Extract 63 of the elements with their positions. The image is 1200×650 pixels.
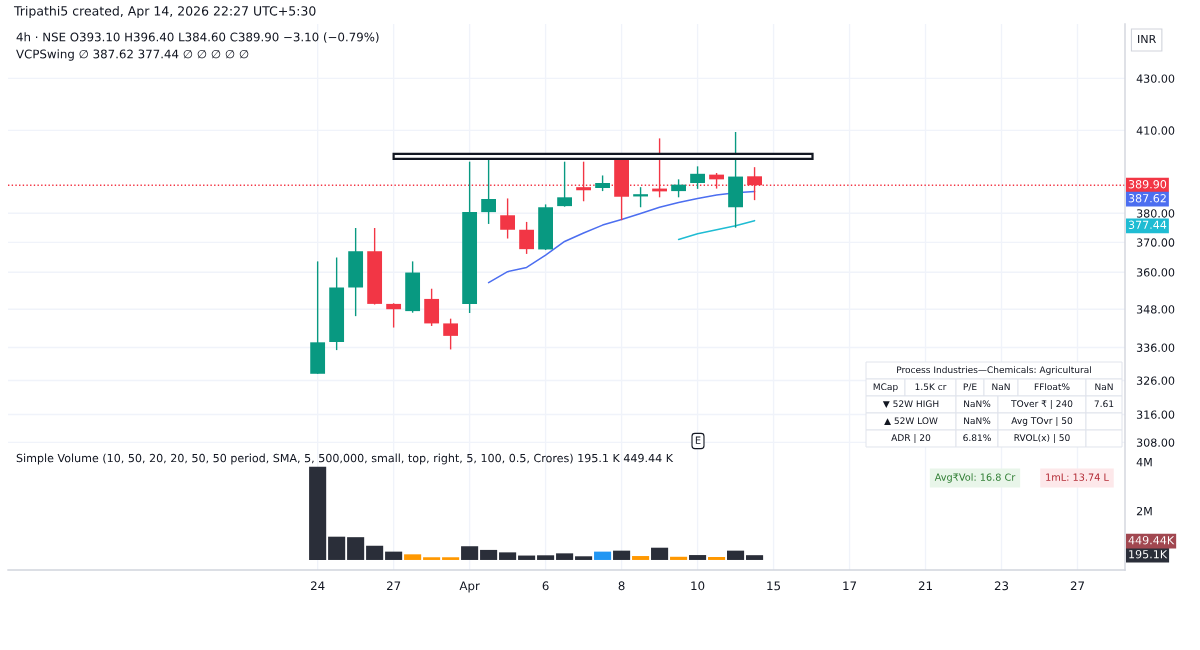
annotation: NaN% (964, 417, 991, 425)
candlestick (519, 221, 535, 255)
x-tick-label: 6 (542, 581, 549, 591)
candlestick (386, 302, 402, 329)
x-tick-label: 10 (691, 581, 705, 591)
annotation: Avg₹Vol: 16.8 Cr (934, 473, 1016, 483)
text: Tripathi5 created, Apr 14, 2026 22:27 UTC+5:30 (13, 5, 316, 19)
candlestick (633, 186, 648, 208)
y-tick-label: 308.00 (1136, 438, 1175, 447)
ref-line-label: 389.90 (1128, 180, 1167, 189)
text: INR (1138, 34, 1156, 44)
x-tick-label: 21 (918, 581, 932, 591)
candlestick (557, 160, 573, 208)
text: 377.44 (1128, 220, 1167, 229)
text: VCPSwing ∅ 387.62 377.44 ∅ ∅ ∅ ∅ ∅ (16, 49, 249, 61)
x-tick-label: 27 (1070, 581, 1085, 591)
candlestick (481, 159, 497, 225)
y-tick-label: 326.00 (1136, 376, 1175, 385)
annotation: Simple Volume (10, 50, 20, 20, 50, 50 period, SMA, 5, 500,000, small, top, right, 5, 100, 0.5, Crores) 195.1 K 449.44 K (16, 453, 674, 465)
annotation: ADR | 20 (891, 433, 931, 444)
candlestick (443, 317, 459, 351)
annotation: TOver ₹ | 240 (1011, 399, 1073, 410)
text: 4h · NSE O393.10 H396.40 L384.60 C389.90 −3.10 (−0.79%) (16, 32, 379, 43)
text: 387.62 (1128, 194, 1166, 203)
y2-tick-label: 2M (1136, 506, 1152, 516)
annotation: NaN (992, 383, 1010, 391)
annotation: RVOL(x) | 50 (1014, 433, 1070, 444)
candlestick (500, 197, 516, 240)
annotation: MCap (873, 383, 898, 392)
annotation: 6.81% (963, 434, 991, 442)
annotation: NaN (1095, 383, 1113, 391)
y-tick-label: 410.00 (1136, 126, 1175, 135)
annotation: E (695, 436, 701, 444)
annotation: P/E (963, 383, 977, 391)
y-tick-label: 360.00 (1136, 268, 1175, 277)
y-tick-label: 370.00 (1136, 238, 1175, 247)
x-tick-label: 27 (386, 581, 401, 591)
annotation: NaN% (964, 400, 991, 408)
x-tick-label: 17 (843, 581, 857, 591)
annotation: 1mL: 13.74 L (1046, 473, 1109, 481)
y-tick-label: 430.00 (1136, 74, 1175, 83)
y-tick-label: 380.00 (1136, 209, 1175, 218)
annotation: 1.5K cr (915, 383, 947, 391)
candlestick (690, 165, 705, 190)
line-series (487, 190, 756, 284)
annotation: ▲ 52W LOW (884, 417, 938, 426)
annotation: ▼ 52W HIGH (882, 400, 939, 409)
x-tick-label: 24 (311, 581, 325, 591)
x-tick-label: Apr (459, 581, 480, 593)
y-tick-label: 316.00 (1136, 410, 1175, 419)
x-tick-label: 15 (767, 581, 781, 591)
text: 195.1K (1129, 550, 1168, 559)
y-tick-label: 348.00 (1136, 305, 1175, 314)
annotation: FFloat% (1034, 383, 1070, 391)
y2-tick-label: 4M (1136, 458, 1152, 467)
text: 449.44K (1128, 536, 1175, 545)
annotation: Avg TOvr | 50 (1011, 416, 1073, 427)
annotation: 7.61 (1094, 400, 1114, 408)
annotation: Process Industries—Chemicals: Agricultural (897, 366, 1091, 375)
x-tick-label: 8 (618, 581, 625, 591)
x-tick-label: 23 (994, 581, 1009, 591)
line-series (677, 219, 756, 241)
y-tick-label: 336.00 (1136, 343, 1175, 352)
